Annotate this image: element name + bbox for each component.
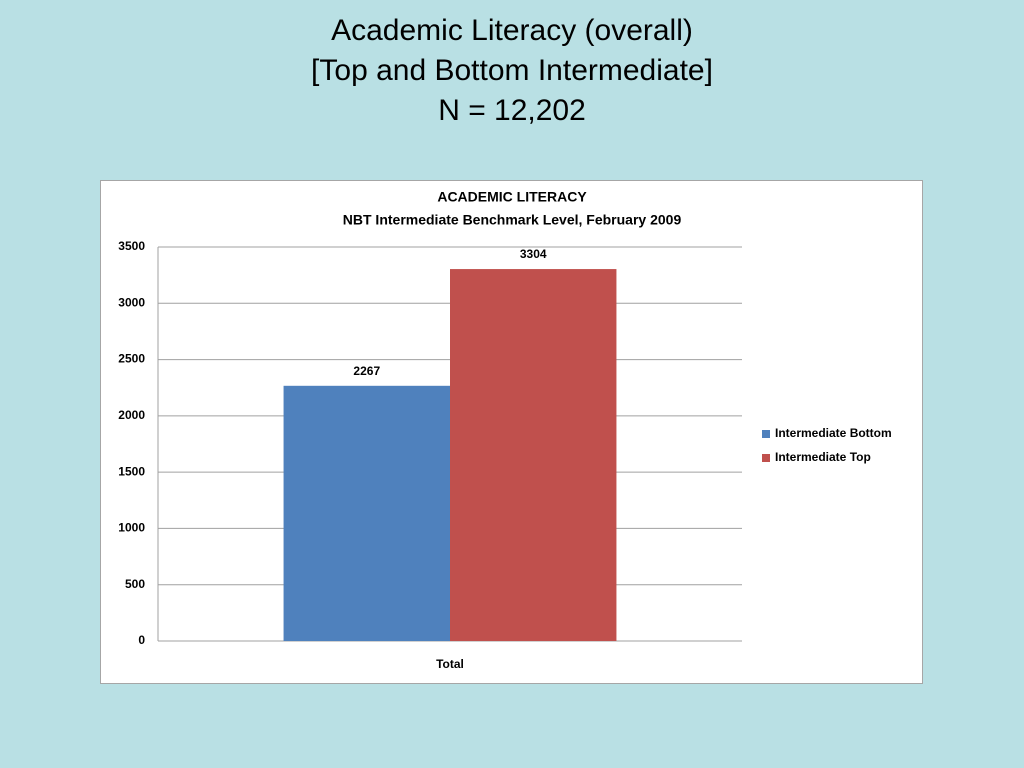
chart-subtitle: NBT Intermediate Benchmark Level, Februa… — [343, 212, 682, 228]
bar — [283, 385, 450, 641]
data-label: 2267 — [353, 364, 380, 378]
legend-swatch — [762, 454, 770, 462]
y-tick-label: 2500 — [118, 352, 145, 366]
y-tick-label: 3000 — [118, 295, 145, 309]
y-tick-label: 1000 — [118, 521, 145, 535]
y-tick-label: 0 — [138, 633, 145, 647]
y-tick-label: 500 — [125, 577, 145, 591]
legend-label: Intermediate Top — [775, 450, 871, 464]
y-tick-label: 1500 — [118, 464, 145, 478]
bar — [450, 269, 617, 641]
slide-title: [Top and Bottom Intermediate] — [311, 54, 713, 87]
legend-swatch — [762, 430, 770, 438]
y-tick-label: 2000 — [118, 408, 145, 422]
data-label: 3304 — [520, 247, 547, 261]
legend-label: Intermediate Bottom — [775, 426, 892, 440]
slide-title: N = 12,202 — [438, 94, 586, 127]
chart-title: ACADEMIC LITERACY — [437, 189, 587, 205]
slide-title: Academic Literacy (overall) — [331, 14, 693, 47]
y-tick-label: 3500 — [118, 239, 145, 253]
x-tick-label: Total — [436, 657, 464, 671]
